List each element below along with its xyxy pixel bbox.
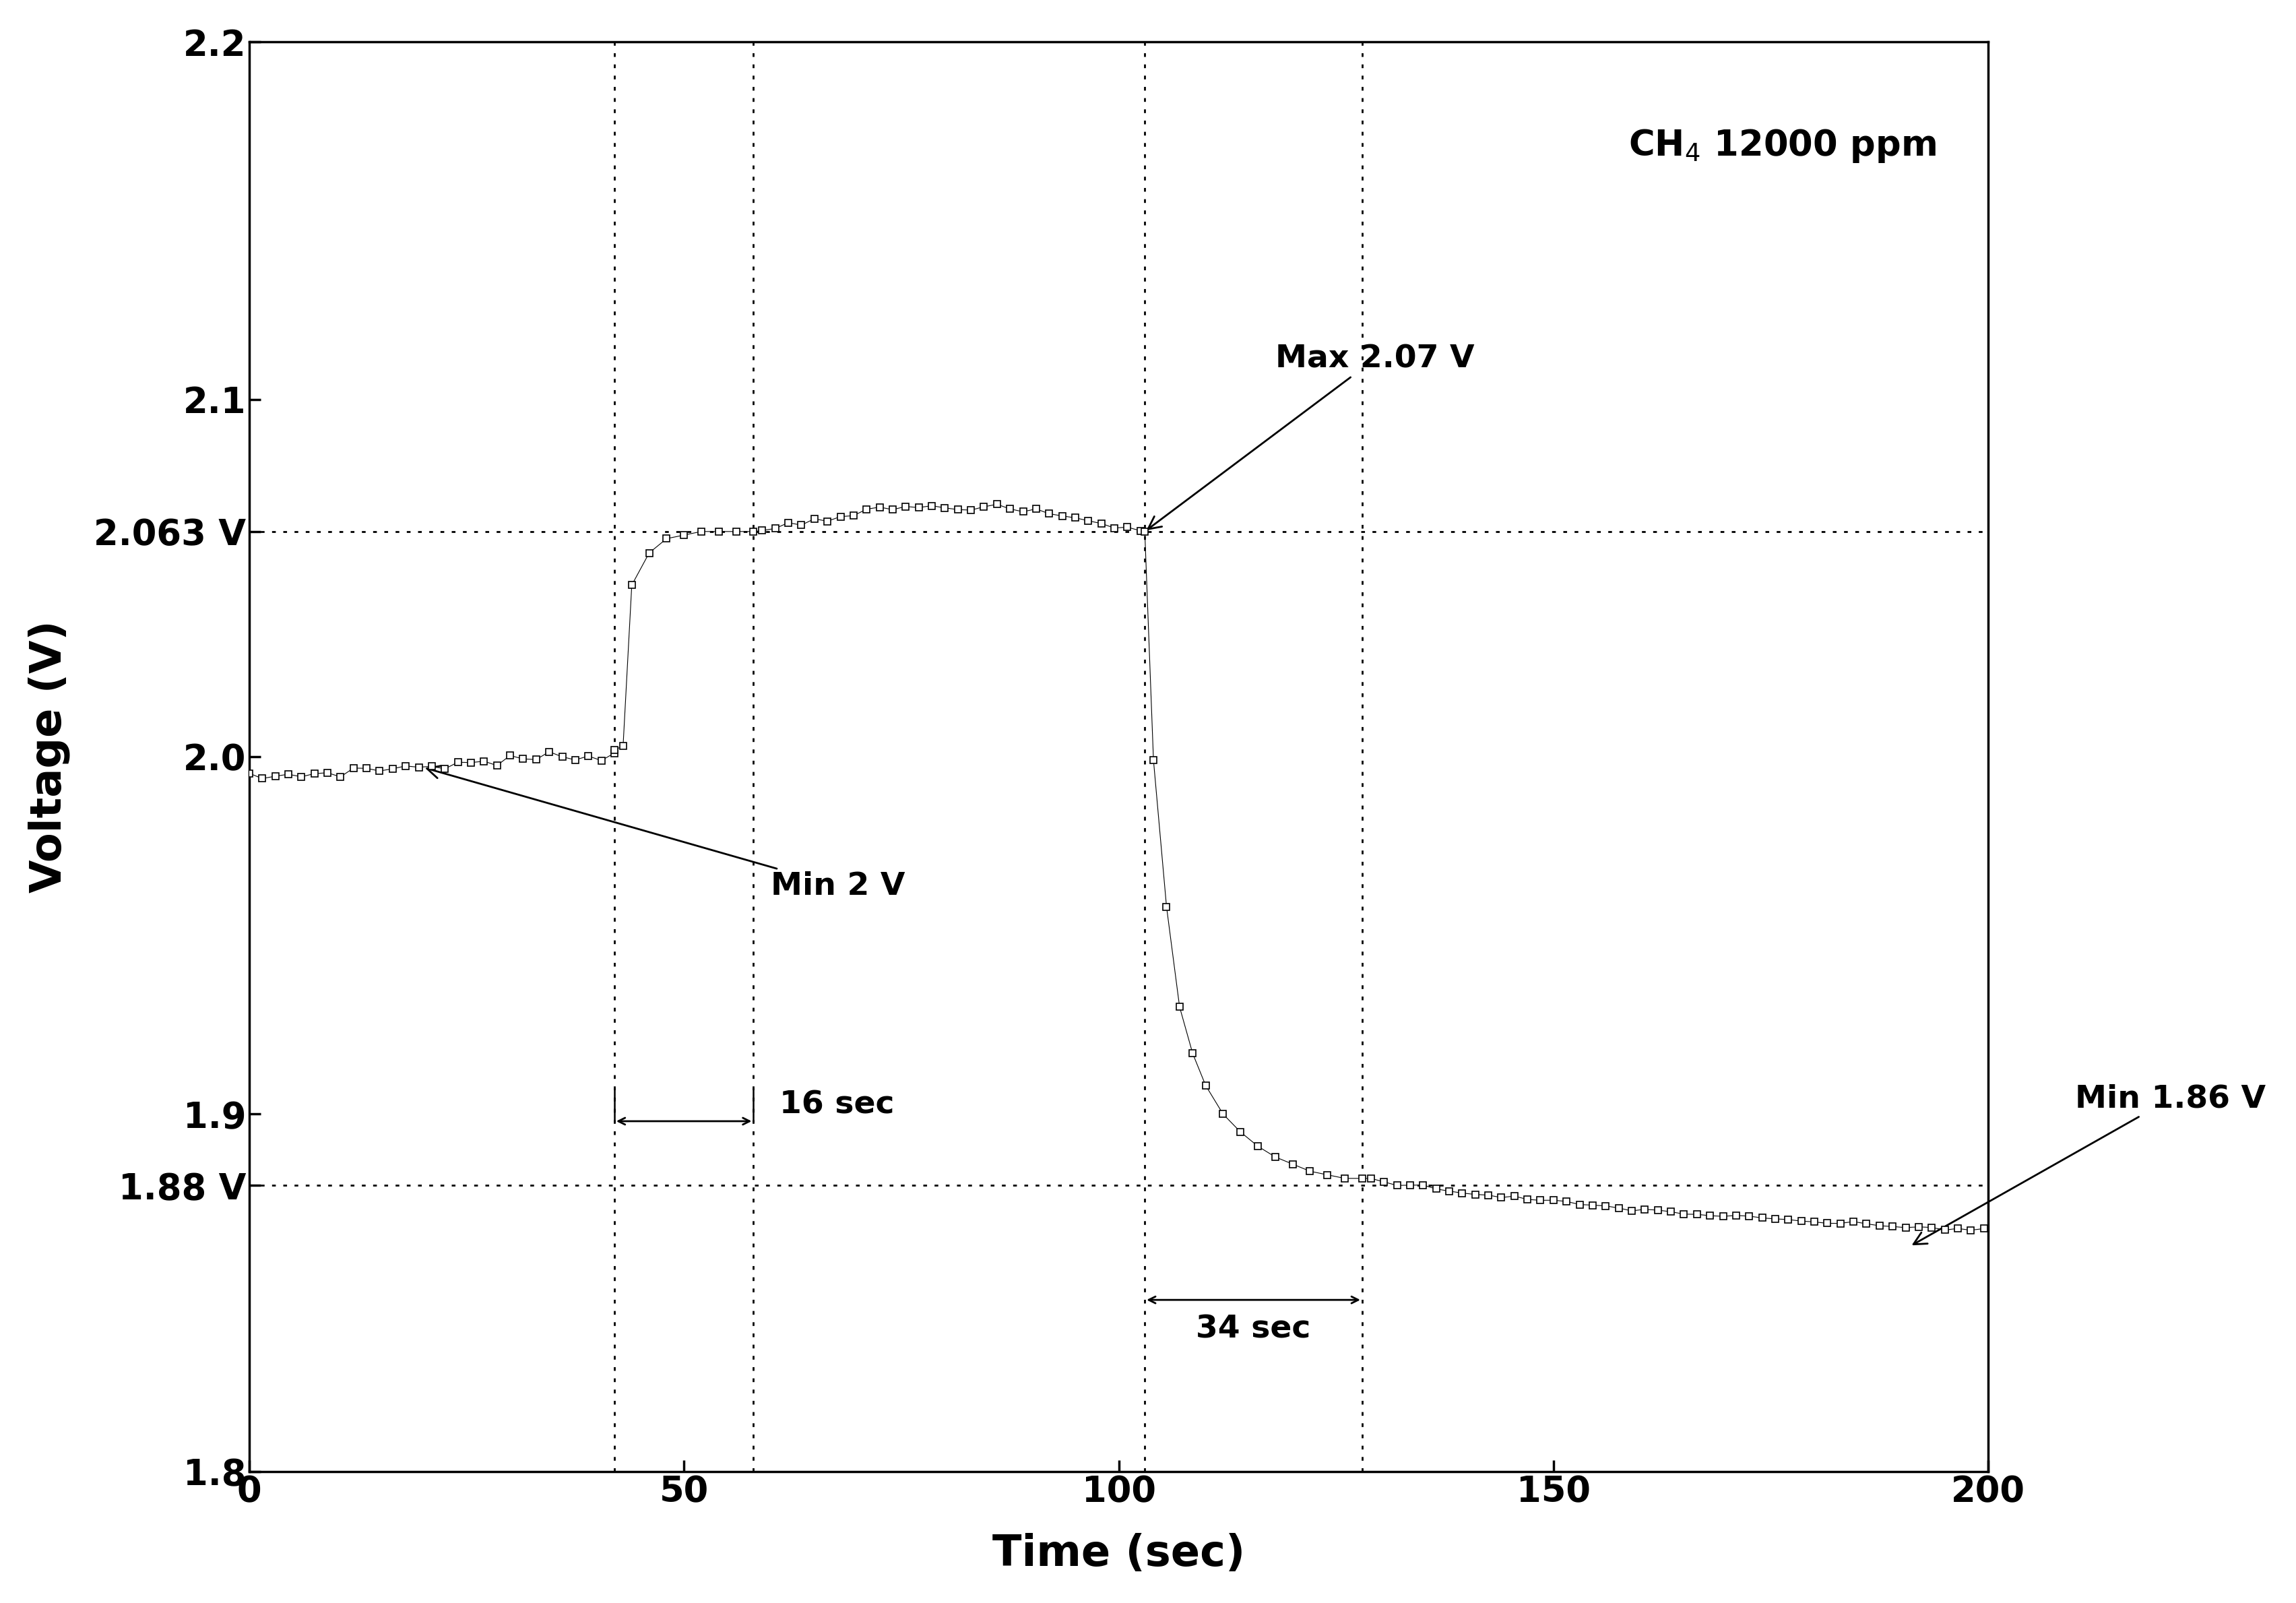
Text: 34 sec: 34 sec [1196, 1314, 1311, 1345]
Y-axis label: Voltage (V): Voltage (V) [28, 620, 71, 893]
Text: 16 sec: 16 sec [781, 1090, 895, 1120]
Text: Max 2.07 V: Max 2.07 V [1148, 345, 1474, 529]
Text: CH$_4$ 12000 ppm: CH$_4$ 12000 ppm [1628, 128, 1936, 165]
Text: Min 2 V: Min 2 V [427, 766, 905, 901]
Text: Min 1.86 V: Min 1.86 V [1913, 1084, 2266, 1244]
X-axis label: Time (sec): Time (sec) [992, 1532, 1244, 1574]
